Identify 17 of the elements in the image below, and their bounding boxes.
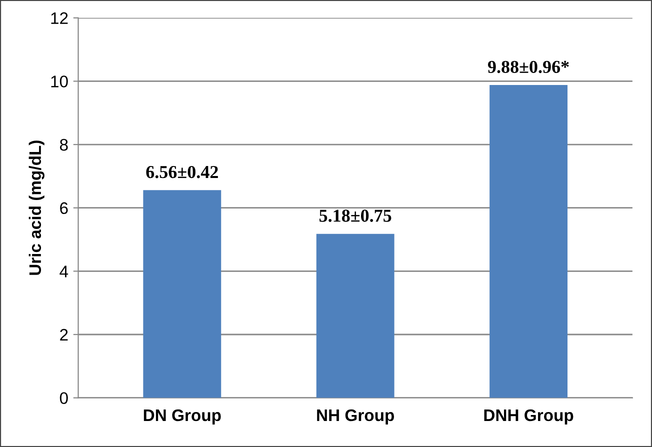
y-tick-label: 12 <box>51 12 68 24</box>
y-tick-label: 6 <box>60 202 68 214</box>
y-tick-label: 2 <box>60 328 68 341</box>
y-tick-label: 4 <box>60 266 68 278</box>
y-tick-label: 8 <box>60 138 68 151</box>
data-label: 6.56±0.42 <box>146 166 218 178</box>
data-label: 5.18±0.75 <box>320 210 392 222</box>
bar <box>143 190 222 398</box>
bar <box>490 85 568 398</box>
x-tick-label: DNH Group <box>484 409 574 424</box>
x-tick-label: DN Group <box>144 409 221 424</box>
x-tick-label: NH Group <box>317 409 394 424</box>
bar <box>316 234 394 398</box>
y-axis-title: Uric acid (mg/dL) <box>28 140 44 275</box>
y-tick-label: 10 <box>51 76 68 88</box>
y-tick-label: 0 <box>60 392 68 404</box>
data-label: 9.88±0.96* <box>488 60 569 74</box>
